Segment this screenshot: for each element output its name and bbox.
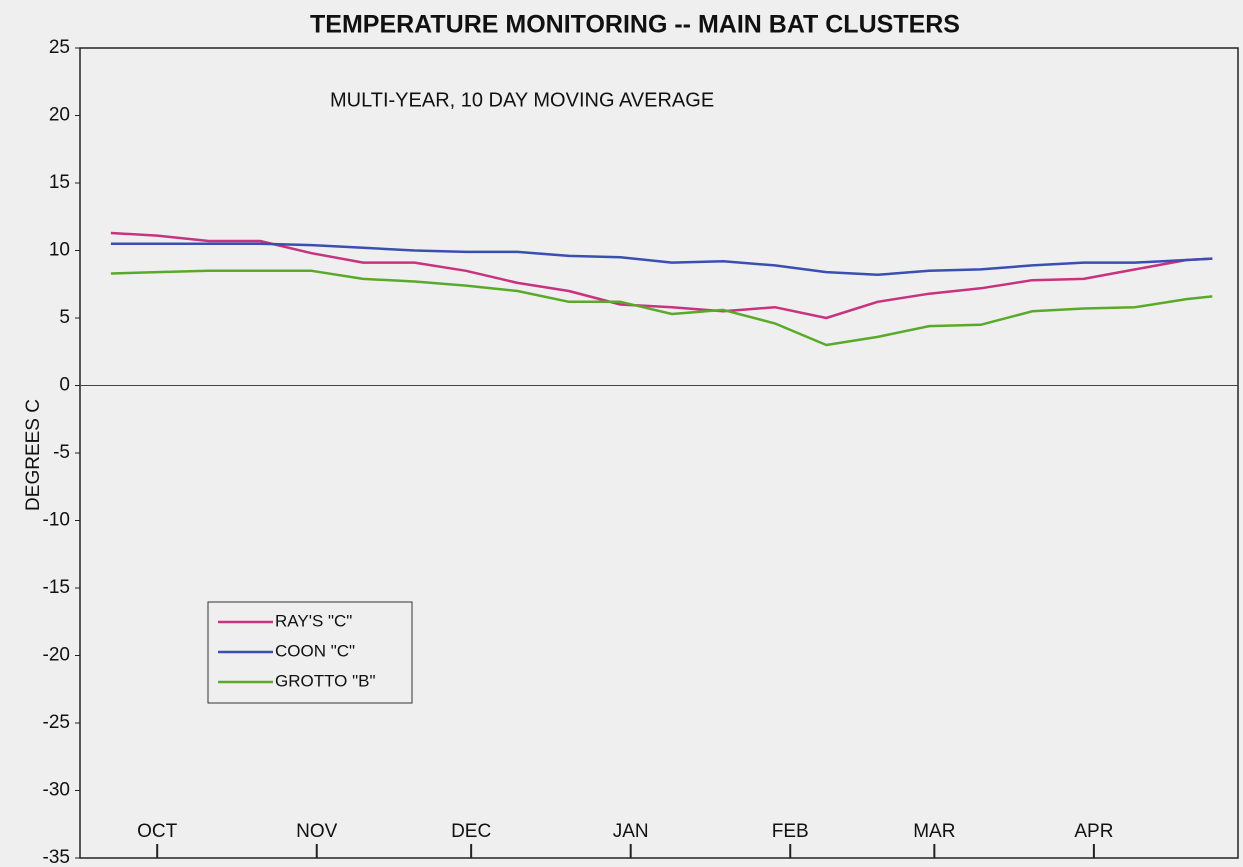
legend-label: COON "C" <box>275 641 355 660</box>
series-line <box>110 242 1213 277</box>
y-tick-label: 0 <box>59 375 70 396</box>
y-tick-label: -5 <box>53 442 70 463</box>
y-tick-label: -30 <box>43 780 70 801</box>
legend-label: RAY'S "C" <box>275 611 352 630</box>
y-tick-label: -35 <box>43 847 70 867</box>
x-tick-label: DEC <box>451 821 491 842</box>
series-line <box>110 231 1213 320</box>
y-tick-label: -20 <box>43 645 70 666</box>
x-tick-label: FEB <box>772 821 809 842</box>
y-tick-label: -15 <box>43 577 70 598</box>
y-tick-label: -10 <box>43 510 70 531</box>
y-axis-label: DEGREES C <box>23 399 44 511</box>
chart-subtitle: MULTI-YEAR, 10 DAY MOVING AVERAGE <box>330 89 714 111</box>
y-tick-label: -25 <box>43 712 70 733</box>
x-tick-label: APR <box>1074 821 1113 842</box>
y-tick-label: 20 <box>49 105 70 126</box>
x-tick-label: OCT <box>137 821 178 842</box>
legend-label: GROTTO "B" <box>275 671 376 690</box>
y-tick-label: 15 <box>49 172 70 193</box>
x-tick-label: MAR <box>913 821 955 842</box>
y-tick-label: 10 <box>49 240 70 261</box>
y-tick-label: 25 <box>49 37 70 58</box>
x-tick-label: NOV <box>296 821 338 842</box>
series-line <box>110 269 1213 347</box>
y-tick-label: 5 <box>59 307 70 328</box>
chart-title: TEMPERATURE MONITORING -- MAIN BAT CLUST… <box>310 11 960 39</box>
x-tick-label: JAN <box>613 821 649 842</box>
